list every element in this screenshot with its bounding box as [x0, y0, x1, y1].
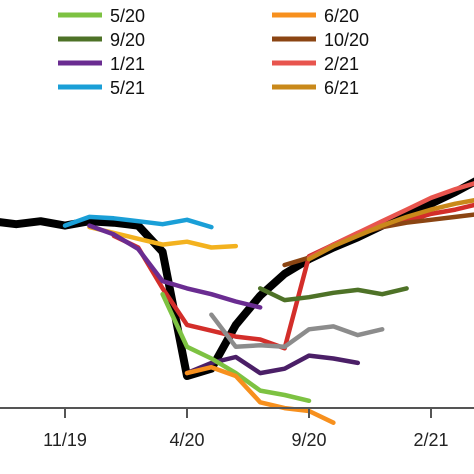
- x-axis-ticks: 11/19 4/20 9/20 2/21: [43, 408, 449, 450]
- forecast-line-unlabeled-1: [87, 224, 239, 250]
- forecast-line-9-20: [257, 286, 409, 303]
- x-tick-label-11-19: 11/19: [43, 430, 87, 450]
- x-tick-label-9-20: 9/20: [291, 430, 326, 450]
- actual-series-line: [0, 177, 474, 380]
- x-tick-label-4-20: 4/20: [169, 430, 204, 450]
- legend-label-1-21: 1/21: [110, 54, 145, 74]
- legend-label-6-20: 6/20: [324, 6, 359, 26]
- forecast-line-5-20: [160, 291, 312, 404]
- legend-label-10-20: 10/20: [324, 30, 369, 50]
- forecast-line-6-20: [184, 364, 336, 425]
- x-tick-label-2-21: 2/21: [413, 430, 448, 450]
- forecast-line-unlabeled-3: [209, 312, 385, 350]
- series-lines: [0, 177, 474, 425]
- legend: 5/20 6/20 9/20 10/20 1/21 2/21 5/21 6/21: [58, 6, 369, 98]
- legend-label-2-21: 2/21: [324, 54, 359, 74]
- legend-label-9-20: 9/20: [110, 30, 145, 50]
- legend-label-5-21: 5/21: [110, 78, 145, 98]
- forecast-line-1-21: [87, 223, 263, 310]
- forecast-line-5-21: [62, 214, 214, 230]
- forecast-line-6-21: [306, 198, 474, 262]
- legend-label-5-20: 5/20: [110, 6, 145, 26]
- legend-label-6-21: 6/21: [324, 78, 359, 98]
